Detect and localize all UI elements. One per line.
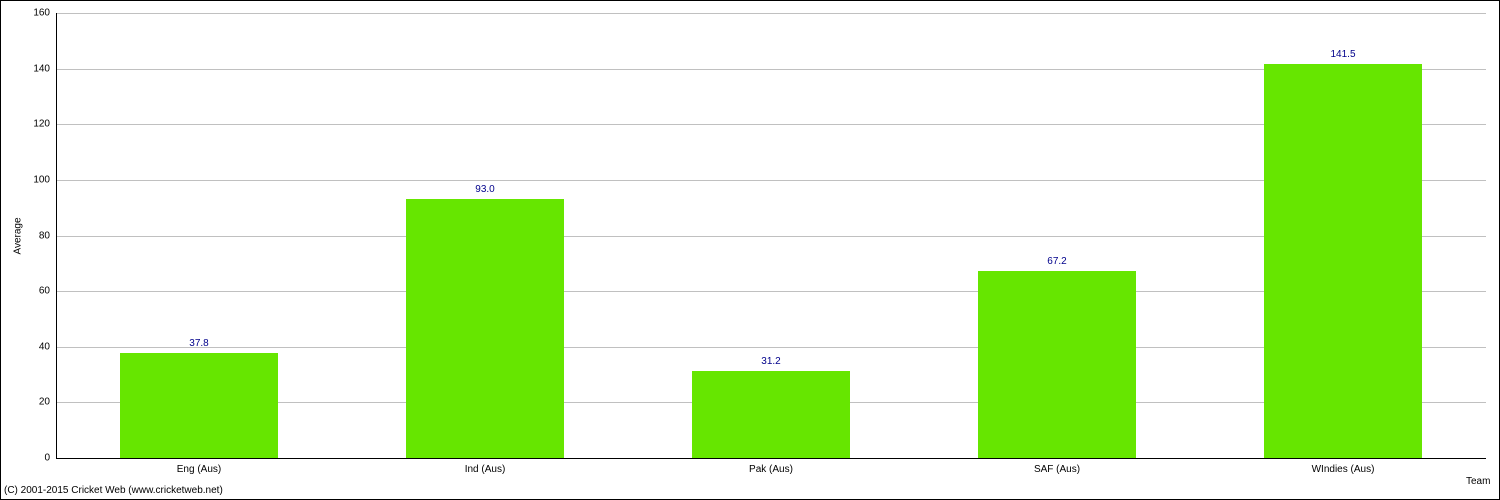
x-tick-label: Pak (Aus) (749, 458, 793, 475)
bar-value-label: 31.2 (761, 356, 780, 367)
copyright-text: (C) 2001-2015 Cricket Web (www.cricketwe… (4, 485, 223, 496)
bar (978, 271, 1135, 458)
y-tick-label: 140 (33, 63, 56, 74)
y-axis-line (56, 13, 57, 458)
x-tick-label: SAF (Aus) (1034, 458, 1080, 475)
y-tick-label: 60 (39, 286, 56, 297)
y-tick-label: 100 (33, 174, 56, 185)
y-tick-label: 0 (44, 453, 56, 464)
y-axis-title: Average (13, 217, 24, 254)
bar (1264, 64, 1421, 458)
y-tick-label: 40 (39, 341, 56, 352)
y-tick-label: 20 (39, 397, 56, 408)
bar (406, 199, 563, 458)
y-tick-label: 120 (33, 119, 56, 130)
x-tick-label: Eng (Aus) (177, 458, 221, 475)
x-tick-label: Ind (Aus) (465, 458, 506, 475)
y-tick-label: 80 (39, 230, 56, 241)
bar (120, 353, 277, 458)
bar-value-label: 93.0 (475, 184, 494, 195)
bar-value-label: 37.8 (189, 338, 208, 349)
x-axis-title: Team (1466, 476, 1490, 487)
bar (692, 371, 849, 458)
plot-area: 02040608010012014016037.8Eng (Aus)93.0In… (56, 13, 1486, 458)
bar-value-label: 141.5 (1330, 49, 1355, 60)
bar-value-label: 67.2 (1047, 256, 1066, 267)
y-tick-label: 160 (33, 8, 56, 19)
gridline (56, 13, 1486, 14)
chart-container: 0 20 40 60 80 100 120 140 160 37.8 Eng (Aus) 93.0 In… (0, 0, 1500, 500)
x-tick-label: WIndies (Aus) (1312, 458, 1375, 475)
